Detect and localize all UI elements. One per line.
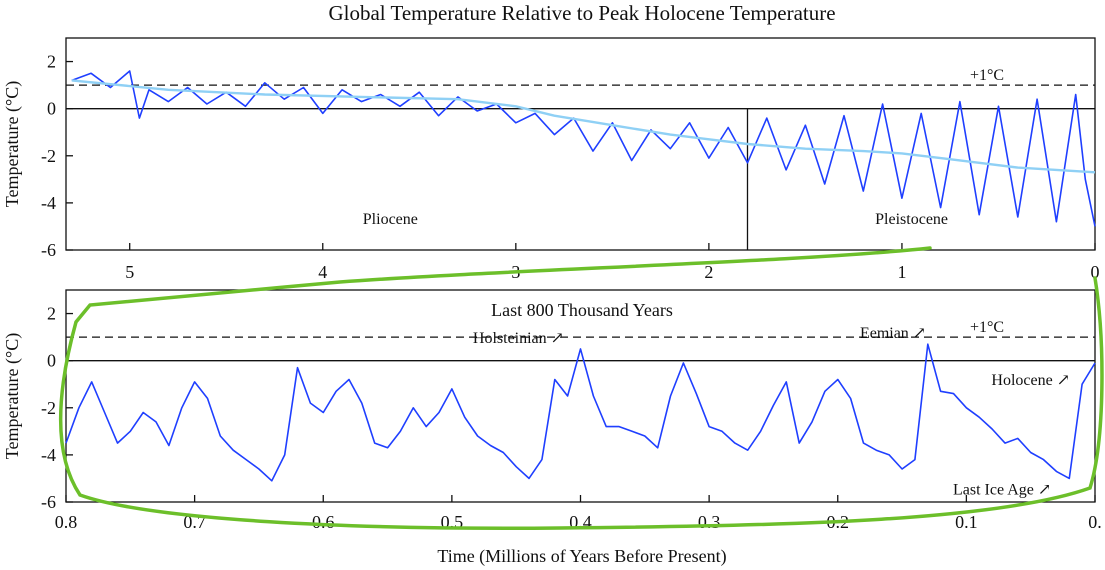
x-tick-label: 0 <box>1091 262 1100 282</box>
x-tick-label: 0.8 <box>55 512 78 532</box>
x-tick-label: 1 <box>897 262 906 282</box>
y-tick-label: 0 <box>47 351 56 371</box>
x-tick-label: 0.3 <box>698 512 721 532</box>
x-tick-label: 2 <box>704 262 713 282</box>
annotation-pleistocene: Pleistocene <box>875 211 948 228</box>
y-tick-label: -6 <box>41 492 56 512</box>
annotation-holsteinian: Holsteinian ↗ <box>473 330 564 347</box>
y-tick-label: -4 <box>41 193 56 213</box>
x-tick-label: 0. <box>1088 512 1102 532</box>
y-axis-title: Temperature (°C) <box>2 81 23 207</box>
y-tick-label: 2 <box>47 52 56 72</box>
plot-frame <box>65 289 1096 503</box>
y-tick-label: 0 <box>47 99 56 119</box>
x-axis-title: Time (Millions of Years Before Present) <box>437 546 726 567</box>
temperature-series-line <box>71 70 1096 227</box>
y-tick-label: -2 <box>41 398 56 418</box>
y-tick-label: 2 <box>47 304 56 324</box>
reference-line-label: +1°C <box>970 67 1004 84</box>
bottom-panel-800-thousand-years: +1°C20-2-4-60.8 0.7 0.6 0.5 0.4 0.3 0.2 0.1 0.Te… <box>2 289 1102 532</box>
annotation-last-ice-age: Last Ice Age ↗ <box>953 481 1051 498</box>
x-tick-label: 4 <box>318 262 327 282</box>
green-annotation-loop <box>59 246 1104 530</box>
annotation-pliocene: Pliocene <box>363 211 418 228</box>
y-tick-label: -6 <box>41 240 56 260</box>
panel-title: Last 800 Thousand Years <box>491 300 673 320</box>
annotation-eemian: Eemian ↗ <box>860 325 926 342</box>
x-tick-label: 5 <box>125 262 134 282</box>
y-axis-title: Temperature (°C) <box>2 333 23 459</box>
chart-title: Global Temperature Relative to Peak Holo… <box>328 1 835 25</box>
temperature-series-line <box>65 343 1096 482</box>
reference-line-label: +1°C <box>970 319 1004 336</box>
plot-frame <box>65 37 1096 251</box>
x-tick-label: 0.1 <box>955 512 978 532</box>
annotation-holocene: Holocene ↗ <box>991 372 1070 389</box>
y-tick-label: -4 <box>41 445 56 465</box>
trend-series-line <box>71 79 1096 174</box>
x-tick-label: 0.6 <box>312 512 335 532</box>
y-tick-label: -2 <box>41 146 56 166</box>
